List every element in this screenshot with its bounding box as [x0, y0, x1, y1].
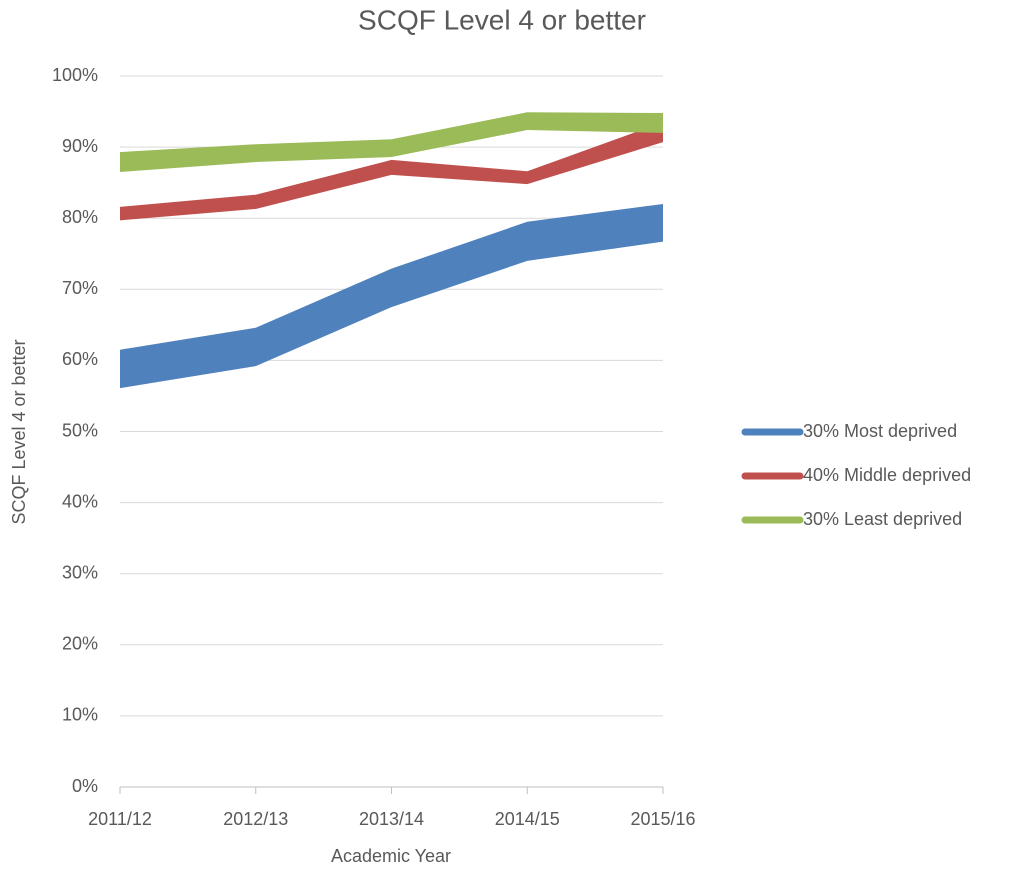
y-tick-label: 10%	[62, 705, 98, 725]
y-tick-label: 70%	[62, 278, 98, 298]
chart-title: SCQF Level 4 or better	[358, 4, 646, 35]
y-tick-label: 30%	[62, 562, 98, 582]
y-tick-label: 80%	[62, 207, 98, 227]
legend-label: 40% Middle deprived	[803, 465, 971, 485]
x-tick-label: 2011/12	[88, 809, 152, 829]
x-axis-label: Academic Year	[331, 846, 451, 866]
x-tick-label: 2015/16	[630, 809, 695, 829]
y-axis-label: SCQF Level 4 or better	[9, 339, 29, 524]
x-tick-label: 2014/15	[495, 809, 560, 829]
legend-label: 30% Least deprived	[803, 509, 962, 529]
y-tick-label: 40%	[62, 491, 98, 511]
legend-label: 30% Most deprived	[803, 421, 957, 441]
y-tick-label: 60%	[62, 349, 98, 369]
x-tick-label: 2013/14	[359, 809, 424, 829]
series-band	[120, 203, 663, 389]
y-tick-label: 90%	[62, 136, 98, 156]
x-tick-label: 2012/13	[223, 809, 288, 829]
y-tick-label: 100%	[52, 65, 98, 85]
y-tick-label: 50%	[62, 420, 98, 440]
series-band	[120, 112, 663, 172]
series-band	[120, 122, 663, 221]
y-tick-label: 0%	[72, 776, 98, 796]
y-tick-label: 20%	[62, 634, 98, 654]
